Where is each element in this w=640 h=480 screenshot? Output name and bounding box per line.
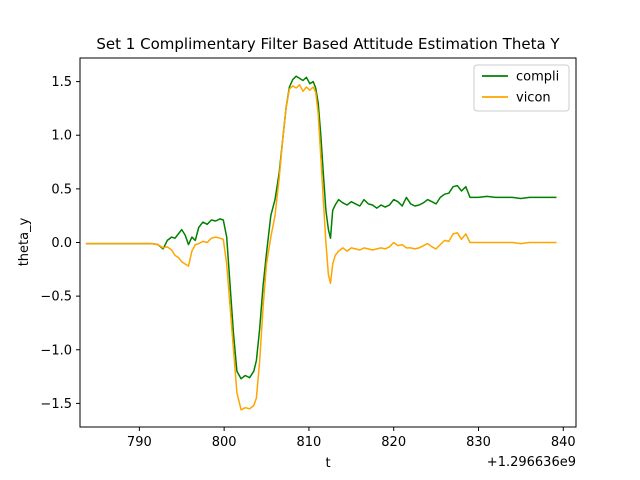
legend-label-compli: compli [516,70,559,85]
x-axis-label: t [325,456,330,471]
y-tick-label: 0.5 [51,182,72,197]
x-axis: 790 800 810 820 830 840 [127,427,576,450]
x-tick-label: 830 [466,435,491,450]
series-line-vicon [85,84,557,411]
y-tick-label: −1.5 [40,397,72,412]
legend-label-vicon: vicon [516,91,551,106]
x-axis-offset-label: +1.296636e9 [487,455,576,470]
x-tick-label: 840 [551,435,576,450]
chart-title: Set 1 Complimentary Filter Based Attitud… [96,35,560,53]
x-tick-label: 820 [381,435,406,450]
y-tick-label: 1.5 [51,75,72,90]
legend: compli vicon [473,64,570,112]
series-line-compli [85,75,557,380]
y-axis: −1.5 −1.0 −0.5 0.0 0.5 1.0 1.5 [40,75,80,412]
y-tick-label: 1.0 [51,129,72,144]
y-tick-label: 0.0 [51,236,72,251]
x-tick-label: 800 [212,435,237,450]
x-tick-label: 790 [127,435,152,450]
x-tick-label: 810 [297,435,322,450]
y-axis-label: theta_y [17,217,32,266]
series-layer [85,75,557,411]
y-tick-label: −0.5 [40,290,72,305]
y-tick-label: −1.0 [40,343,72,358]
